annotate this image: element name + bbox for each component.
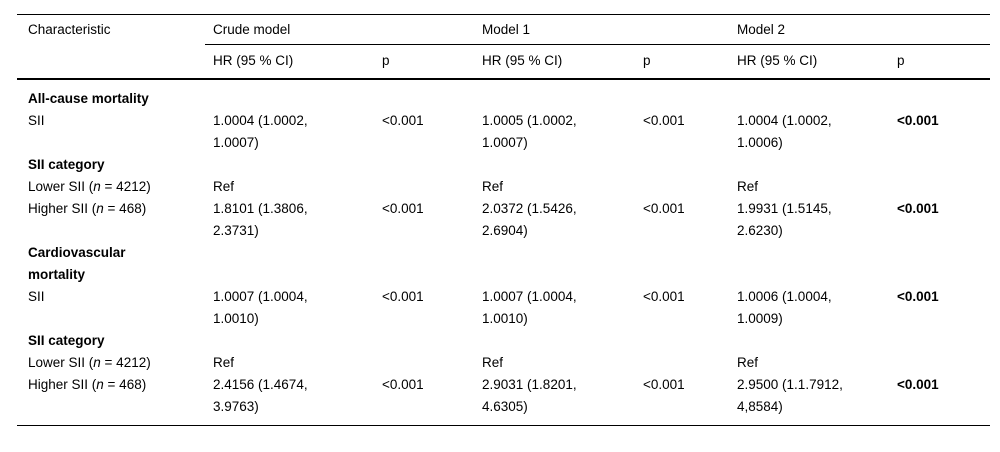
p-cell-model1: <0.001	[635, 373, 730, 426]
section-header: SII category	[28, 332, 105, 348]
subheader-hr-model1: HR (95 % CI)	[474, 44, 636, 80]
hr-cell-model2: 1.0006 (1.0004, 1.0009)	[737, 288, 832, 326]
subheader-hr-model2: HR (95 % CI)	[729, 44, 890, 80]
n-variable: n	[93, 178, 101, 194]
section-row-cardiovascular-mortality: Cardiovascular mortality	[17, 242, 990, 286]
subheader-p-model2: p	[889, 44, 991, 80]
hr-cell-model2: Ref	[737, 178, 759, 194]
table-row-lower-sii: Lower SII (n = 4212) Ref Ref Ref	[17, 176, 990, 198]
p-cell-model2: <0.001	[897, 112, 939, 128]
header-row-models: Characteristic Crude model Model 1 Model…	[17, 14, 991, 45]
header-spacer	[17, 44, 205, 80]
row-label: Lower SII (n = 4212)	[17, 176, 205, 198]
p-cell-model1: <0.001	[643, 112, 685, 128]
subheader-p-model1: p	[635, 44, 730, 80]
p-cell-crude: <0.001	[382, 112, 424, 128]
section-header: All-cause mortality	[28, 90, 149, 106]
hr-cell-crude: Ref	[213, 178, 235, 194]
row-label-text: Lower SII (	[28, 178, 94, 194]
hr-cell-model1: 1.0005 (1.0002, 1.0007)	[482, 112, 577, 150]
p-cell-crude	[374, 352, 474, 374]
row-label-text: = 4212)	[100, 354, 151, 370]
subheader-p-crude: p	[374, 44, 475, 80]
column-header-model-2: Model 2	[729, 14, 991, 45]
section-row-all-cause-mortality: All-cause mortality	[17, 79, 990, 110]
p-cell-model2	[889, 352, 990, 374]
section-header: SII category	[28, 156, 105, 172]
hr-cell-crude: 1.0007 (1.0004, 1.0010)	[213, 288, 308, 326]
row-label-text: = 468)	[103, 376, 147, 392]
row-label: SII	[28, 288, 45, 304]
p-cell-model2: <0.001	[889, 373, 991, 426]
table-row-sii: SII 1.0007 (1.0004, 1.0010) <0.001 1.000…	[17, 286, 990, 330]
row-label-text: Lower SII (	[28, 354, 94, 370]
hr-cell-model1: Ref	[482, 354, 504, 370]
p-cell-model1	[635, 352, 729, 374]
p-cell-model2: <0.001	[897, 288, 939, 304]
header-row-subcolumns: HR (95 % CI) p HR (95 % CI) p HR (95 % C…	[17, 44, 991, 80]
column-header-model-1: Model 1	[474, 14, 730, 45]
p-cell-crude	[374, 176, 474, 198]
section-row-sii-category: SII category	[17, 330, 990, 352]
p-cell-model1: <0.001	[643, 200, 685, 216]
table-row-sii: SII 1.0004 (1.0002, 1.0007) <0.001 1.000…	[17, 110, 990, 154]
section-header: Cardiovascular mortality	[28, 244, 126, 282]
hr-cell-model1: Ref	[482, 178, 504, 194]
hr-cell-crude: 1.8101 (1.3806, 2.3731)	[213, 200, 308, 238]
table-row-lower-sii: Lower SII (n = 4212) Ref Ref Ref	[17, 352, 990, 374]
n-variable: n	[96, 376, 104, 392]
hr-cell-model2: 1.9931 (1.5145, 2.6230)	[737, 200, 832, 238]
row-label: SII	[28, 112, 45, 128]
p-cell-model2: <0.001	[897, 200, 939, 216]
hr-cell-model1: 2.0372 (1.5426, 2.6904)	[482, 200, 577, 238]
row-label-text: Higher SII (	[28, 376, 97, 392]
subheader-hr-crude: HR (95 % CI)	[205, 44, 374, 80]
row-label-text: = 468)	[103, 200, 147, 216]
hr-cell-model2: Ref	[737, 354, 759, 370]
column-header-crude-model: Crude model	[205, 14, 475, 45]
p-cell-model1: <0.001	[643, 288, 685, 304]
p-cell-crude: <0.001	[382, 200, 424, 216]
row-label: Higher SII (n = 468)	[17, 373, 205, 426]
row-label-text: Higher SII (	[28, 200, 97, 216]
hr-cell-model2: 1.0004 (1.0002, 1.0006)	[737, 112, 832, 150]
p-cell-model2	[889, 176, 990, 198]
hr-cell-crude: 2.4156 (1.4674, 3.9763)	[205, 373, 374, 426]
n-variable: n	[96, 200, 104, 216]
n-variable: n	[93, 354, 101, 370]
hr-cell-model1: 1.0007 (1.0004, 1.0010)	[482, 288, 577, 326]
p-cell-model1	[635, 176, 729, 198]
row-label-text: = 4212)	[100, 178, 151, 194]
hr-cell-crude: Ref	[213, 354, 235, 370]
p-cell-crude: <0.001	[382, 288, 424, 304]
hazard-ratio-table: Characteristic Crude model Model 1 Model…	[17, 14, 991, 426]
column-header-characteristic: Characteristic	[17, 14, 205, 45]
table-row-higher-sii: Higher SII (n = 468) 1.8101 (1.3806, 2.3…	[17, 198, 990, 242]
section-row-sii-category: SII category	[17, 154, 990, 176]
row-label: Higher SII (n = 468)	[17, 198, 205, 242]
table-row-higher-sii: Higher SII (n = 468) 2.4156 (1.4674, 3.9…	[17, 373, 991, 426]
p-cell-crude: <0.001	[374, 373, 475, 426]
row-label: Lower SII (n = 4212)	[17, 352, 205, 374]
page: Characteristic Crude model Model 1 Model…	[0, 14, 1000, 452]
hr-cell-crude: 1.0004 (1.0002, 1.0007)	[213, 112, 308, 150]
hr-cell-model2: 2.9500 (1.1.7912, 4,8584)	[729, 373, 890, 426]
hr-cell-model1: 2.9031 (1.8201, 4.6305)	[474, 373, 636, 426]
